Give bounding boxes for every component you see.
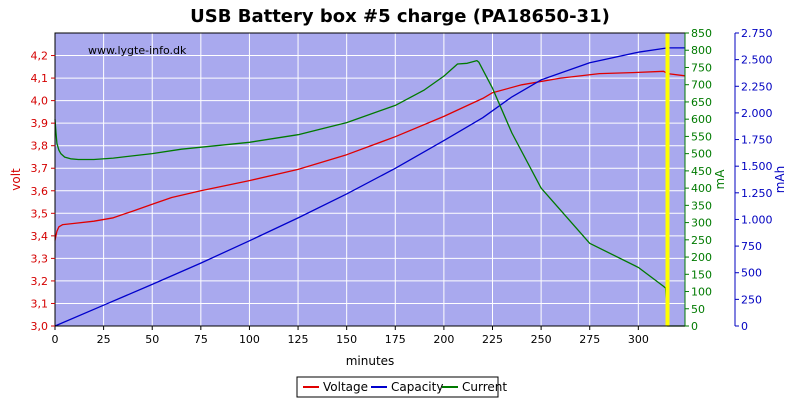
ma-tick-label: 350	[691, 199, 712, 212]
mah-tick-label: 1.750	[741, 134, 773, 147]
x-tick-label: 50	[145, 333, 159, 346]
legend-label: Voltage	[323, 380, 368, 394]
mah-axis: 0 250 500 750 1.000 1.250 1.500 1.750 2.000 2.250…	[734, 27, 787, 333]
ma-tick-label: 750	[691, 61, 712, 74]
mah-tick-label: 2.000	[741, 107, 773, 120]
ma-tick-label: 700	[691, 79, 712, 92]
ma-tick-label: 650	[691, 96, 712, 109]
volt-tick-label: 4,0	[31, 95, 49, 108]
x-tick-label: 125	[288, 333, 309, 346]
x-axis-label: minutes	[346, 354, 395, 368]
ma-tick-label: 50	[691, 303, 705, 316]
ma-tick-label: 400	[691, 182, 712, 195]
watermark: www.lygte-info.dk	[88, 44, 187, 57]
volt-tick-label: 4,1	[31, 72, 49, 85]
x-tick-label: 225	[482, 333, 503, 346]
volt-tick-label: 3,1	[31, 297, 49, 310]
ma-tick-label: 100	[691, 286, 712, 299]
ma-tick-label: 0	[691, 320, 698, 333]
volt-tick-label: 3,0	[31, 320, 49, 333]
ma-tick-label: 200	[691, 251, 712, 264]
ma-axis: 0 50 100 150 200 250 300 350 400 450 500 550 600 650 7…	[684, 27, 727, 333]
volt-tick-label: 3,6	[31, 185, 49, 198]
ma-tick-label: 850	[691, 27, 712, 40]
ma-tick-label: 550	[691, 130, 712, 143]
x-tick-label: 275	[579, 333, 600, 346]
legend: Voltage Capacity Current	[296, 376, 507, 398]
volt-tick-label: 3,9	[31, 117, 49, 130]
volt-tick-label: 4,2	[31, 50, 49, 63]
series-line-current	[54, 59, 685, 327]
volt-tick-label: 3,3	[31, 252, 49, 265]
mah-tick-label: 2.750	[741, 27, 773, 40]
x-tick-label: 300	[628, 333, 649, 346]
ma-axis-label: mA	[713, 169, 727, 190]
volt-tick-label: 3,5	[31, 207, 49, 220]
mah-tick-label: 2.500	[741, 54, 773, 67]
x-tick-label: 150	[336, 333, 357, 346]
x-tick-label: 250	[531, 333, 552, 346]
x-tick-label: 75	[194, 333, 208, 346]
volt-tick-label: 3,4	[31, 230, 49, 243]
x-tick-label: 100	[239, 333, 260, 346]
ma-tick-label: 300	[691, 217, 712, 230]
ma-tick-label: 800	[691, 44, 712, 57]
mah-tick-label: 250	[741, 293, 762, 306]
ma-tick-label: 450	[691, 165, 712, 178]
volt-axis-label: volt	[9, 168, 23, 191]
ma-tick-label: 150	[691, 268, 712, 281]
x-tick-label: 25	[97, 333, 111, 346]
end-marker-line	[665, 33, 670, 326]
series-line-voltage	[54, 70, 686, 241]
mah-tick-label: 500	[741, 267, 762, 280]
ma-tick-label: 600	[691, 113, 712, 126]
volt-tick-label: 3,7	[31, 162, 49, 175]
legend-label: Current	[462, 380, 507, 394]
series-layer	[54, 33, 686, 327]
legend-label: Capacity	[391, 380, 443, 394]
x-tick-label: 175	[385, 333, 406, 346]
mah-tick-label: 0	[741, 320, 748, 333]
x-tick-label: 200	[433, 333, 454, 346]
mah-tick-label: 2.250	[741, 80, 773, 93]
mah-tick-label: 1.500	[741, 160, 773, 173]
ma-tick-label: 500	[691, 148, 712, 161]
volt-axis: 3,0 3,1 3,2 3,3 3,4 3,5 3,6 3,7 3,8 3,9 4,0 4,1 4,2 v…	[9, 50, 55, 333]
mah-tick-label: 1.250	[741, 187, 773, 200]
volt-tick-label: 3,2	[31, 275, 49, 288]
mah-tick-label: 1.000	[741, 213, 773, 226]
plot-area	[55, 33, 685, 326]
chart-title: USB Battery box #5 charge (PA18650-31)	[190, 6, 610, 27]
legend-box	[296, 376, 499, 398]
mah-axis-label: mAh	[773, 166, 787, 194]
x-axis: 0 25 50 75 100 125 150 175 200 225 250 275 300	[52, 326, 649, 346]
series-line-capacity	[54, 47, 685, 327]
x-tick-label: 0	[52, 333, 59, 346]
mah-tick-label: 750	[741, 240, 762, 253]
ma-tick-label: 250	[691, 234, 712, 247]
volt-tick-label: 3,8	[31, 140, 49, 153]
